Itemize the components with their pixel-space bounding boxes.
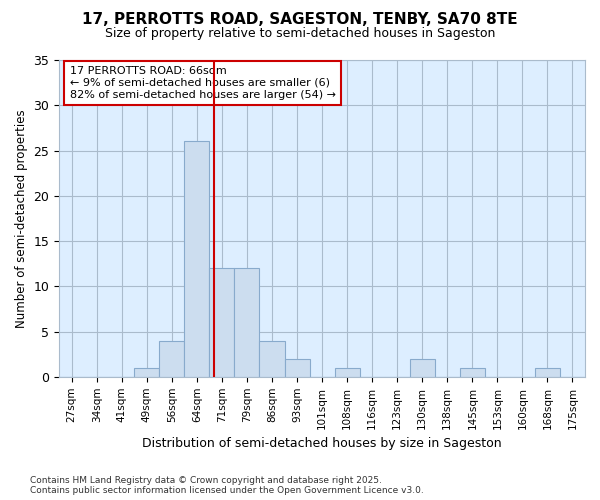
Text: 17 PERROTTS ROAD: 66sqm
← 9% of semi-detached houses are smaller (6)
82% of semi: 17 PERROTTS ROAD: 66sqm ← 9% of semi-det…: [70, 66, 335, 100]
Bar: [335, 368, 359, 377]
Bar: [134, 368, 160, 377]
Text: 17, PERROTTS ROAD, SAGESTON, TENBY, SA70 8TE: 17, PERROTTS ROAD, SAGESTON, TENBY, SA70…: [82, 12, 518, 28]
Bar: [460, 368, 485, 377]
Bar: [284, 358, 310, 377]
Bar: [535, 368, 560, 377]
Text: Contains HM Land Registry data © Crown copyright and database right 2025.
Contai: Contains HM Land Registry data © Crown c…: [30, 476, 424, 495]
Text: Size of property relative to semi-detached houses in Sageston: Size of property relative to semi-detach…: [105, 28, 495, 40]
Bar: [235, 268, 259, 377]
Bar: [259, 340, 284, 377]
X-axis label: Distribution of semi-detached houses by size in Sageston: Distribution of semi-detached houses by …: [142, 437, 502, 450]
Bar: [410, 358, 435, 377]
Bar: [209, 268, 235, 377]
Y-axis label: Number of semi-detached properties: Number of semi-detached properties: [15, 109, 28, 328]
Bar: [160, 340, 184, 377]
Bar: [184, 142, 209, 377]
